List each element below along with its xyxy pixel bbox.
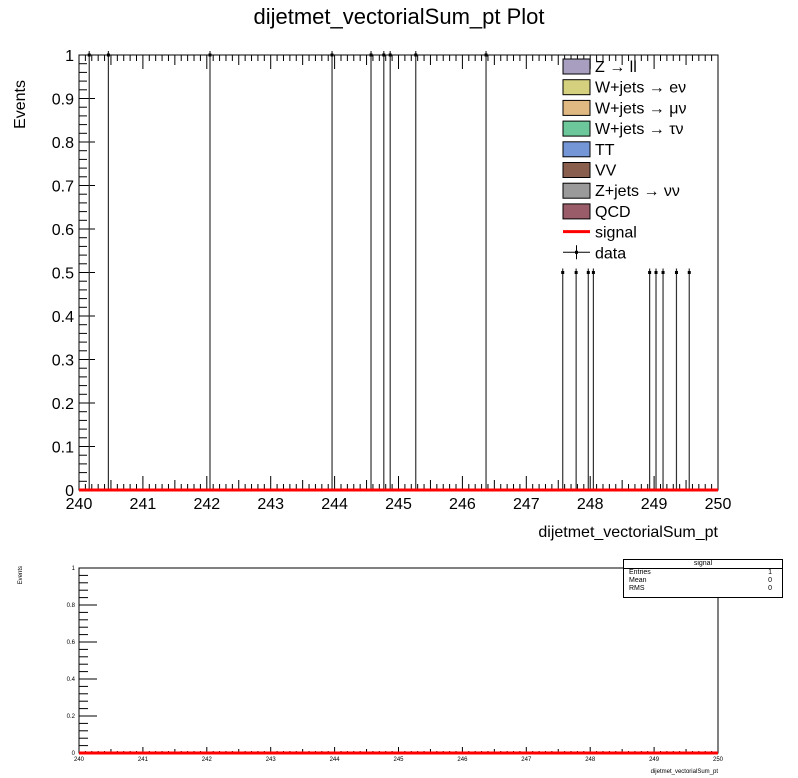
data-point-marker (208, 53, 212, 57)
legend-swatch (562, 203, 591, 220)
stats-row-entries: Entries 1 (624, 569, 782, 577)
stats-rms-value: 0 (768, 585, 772, 592)
x-tick-label: 240 (66, 496, 93, 513)
data-point-marker (382, 53, 386, 57)
lower-y-tick-label: 0 (72, 751, 76, 757)
data-point-marker (674, 271, 678, 274)
data-point-marker (106, 53, 110, 57)
x-tick-label: 246 (449, 496, 476, 513)
legend-label: VV (595, 163, 617, 180)
legend-swatch (562, 141, 591, 158)
y-tick-label: 0.9 (52, 92, 74, 109)
x-tick-label: 249 (641, 496, 668, 513)
lower-y-tick-label: 0.4 (67, 677, 76, 683)
y-tick-label: 0.3 (52, 353, 74, 370)
x-tick-label: 247 (513, 496, 540, 513)
legend-swatch (562, 162, 591, 178)
lower-x-axis-label: dijetmet_vectorialSum_pt (651, 769, 719, 775)
data-point-marker (687, 271, 691, 274)
lower-y-tick-label: 0.6 (67, 640, 76, 646)
lower-x-tick-label: 240 (74, 757, 85, 763)
data-point-marker (661, 271, 665, 274)
lower-x-tick-label: 248 (585, 757, 596, 763)
main-histogram-plot: dijetmet_vectorialSum_pt Plot Events dijet… (12, 4, 732, 541)
data-point-marker (388, 53, 392, 57)
legend-label: W+jets → τν (595, 121, 684, 138)
data-point-marker (561, 271, 565, 274)
legend-swatch (562, 182, 591, 199)
lower-x-tick-label: 243 (266, 757, 277, 763)
y-tick-label: 0.6 (52, 222, 74, 239)
x-axis-label: dijetmet_vectorialSum_pt (538, 524, 718, 541)
data-point-marker (648, 271, 652, 274)
stats-title: signal (624, 560, 782, 569)
stats-mean-label: Mean (629, 577, 647, 584)
legend-swatch (562, 58, 591, 75)
legend-label: Z+jets → νν (595, 183, 680, 200)
stats-entries-label: Entries (629, 569, 651, 576)
legend-label: signal (595, 225, 637, 242)
x-tick-label: 242 (193, 496, 220, 513)
lower-x-tick-label: 241 (138, 757, 149, 763)
lower-x-tick-label: 242 (202, 757, 213, 763)
stats-box: signal Entries 1 Mean 0 RMS 0 (623, 559, 783, 598)
legend-label: TT (595, 142, 615, 159)
x-tick-label: 245 (385, 496, 412, 513)
stats-entries-value: 1 (768, 569, 772, 576)
y-tick-label: 0.8 (52, 135, 74, 152)
lower-y-tick-label: 1 (72, 566, 76, 572)
legend-label: data (595, 245, 626, 262)
legend-swatch (562, 120, 591, 137)
data-point-marker (414, 53, 418, 57)
legend-label: Z → ll (595, 59, 637, 76)
x-tick-label: 243 (257, 496, 284, 513)
data-point-marker (574, 271, 578, 274)
lower-x-tick-label: 247 (521, 757, 532, 763)
data-point-marker (330, 53, 334, 57)
lower-y-tick-label: 0.2 (67, 714, 76, 720)
lower-y-tick-label: 0.8 (67, 603, 76, 609)
y-tick-label: 0 (65, 483, 74, 500)
data-point-marker (484, 53, 488, 57)
stats-row-mean: Mean 0 (624, 577, 782, 585)
lower-x-tick-label: 250 (713, 757, 724, 763)
stats-mean-value: 0 (768, 577, 772, 584)
x-tick-label: 241 (130, 496, 157, 513)
data-point-marker (87, 53, 91, 57)
x-tick-label: 244 (321, 496, 348, 513)
stats-rms-label: RMS (629, 585, 645, 592)
y-tick-label: 0.5 (52, 266, 74, 283)
data-point-marker (591, 271, 595, 274)
lower-x-tick-label: 245 (393, 757, 404, 763)
legend-swatch (562, 79, 591, 96)
legend-label: W+jets → eν (595, 80, 686, 97)
data-point-marker (369, 53, 373, 57)
stats-row-rms: RMS 0 (624, 585, 782, 593)
x-tick-label: 250 (705, 496, 732, 513)
y-tick-label: 0.1 (52, 440, 74, 457)
y-axis-label: Events (12, 80, 29, 129)
x-tick-label: 248 (577, 496, 604, 513)
y-tick-label: 0.2 (52, 396, 74, 413)
y-tick-label: 0.7 (52, 179, 74, 196)
data-point-marker (586, 271, 590, 274)
legend-swatch-marker (575, 250, 578, 254)
chart-title: dijetmet_vectorialSum_pt Plot (253, 4, 544, 29)
lower-x-tick-label: 249 (649, 757, 660, 763)
legend-label: QCD (595, 204, 631, 221)
lower-y-axis-label: Events (18, 566, 24, 584)
legend-label: W+jets → μν (595, 100, 686, 117)
y-tick-label: 0.4 (52, 309, 74, 326)
lower-x-tick-label: 246 (457, 757, 468, 763)
data-point-marker (654, 271, 658, 274)
legend-swatch (562, 99, 591, 116)
y-tick-label: 1 (65, 48, 74, 65)
lower-x-tick-label: 244 (330, 757, 341, 763)
